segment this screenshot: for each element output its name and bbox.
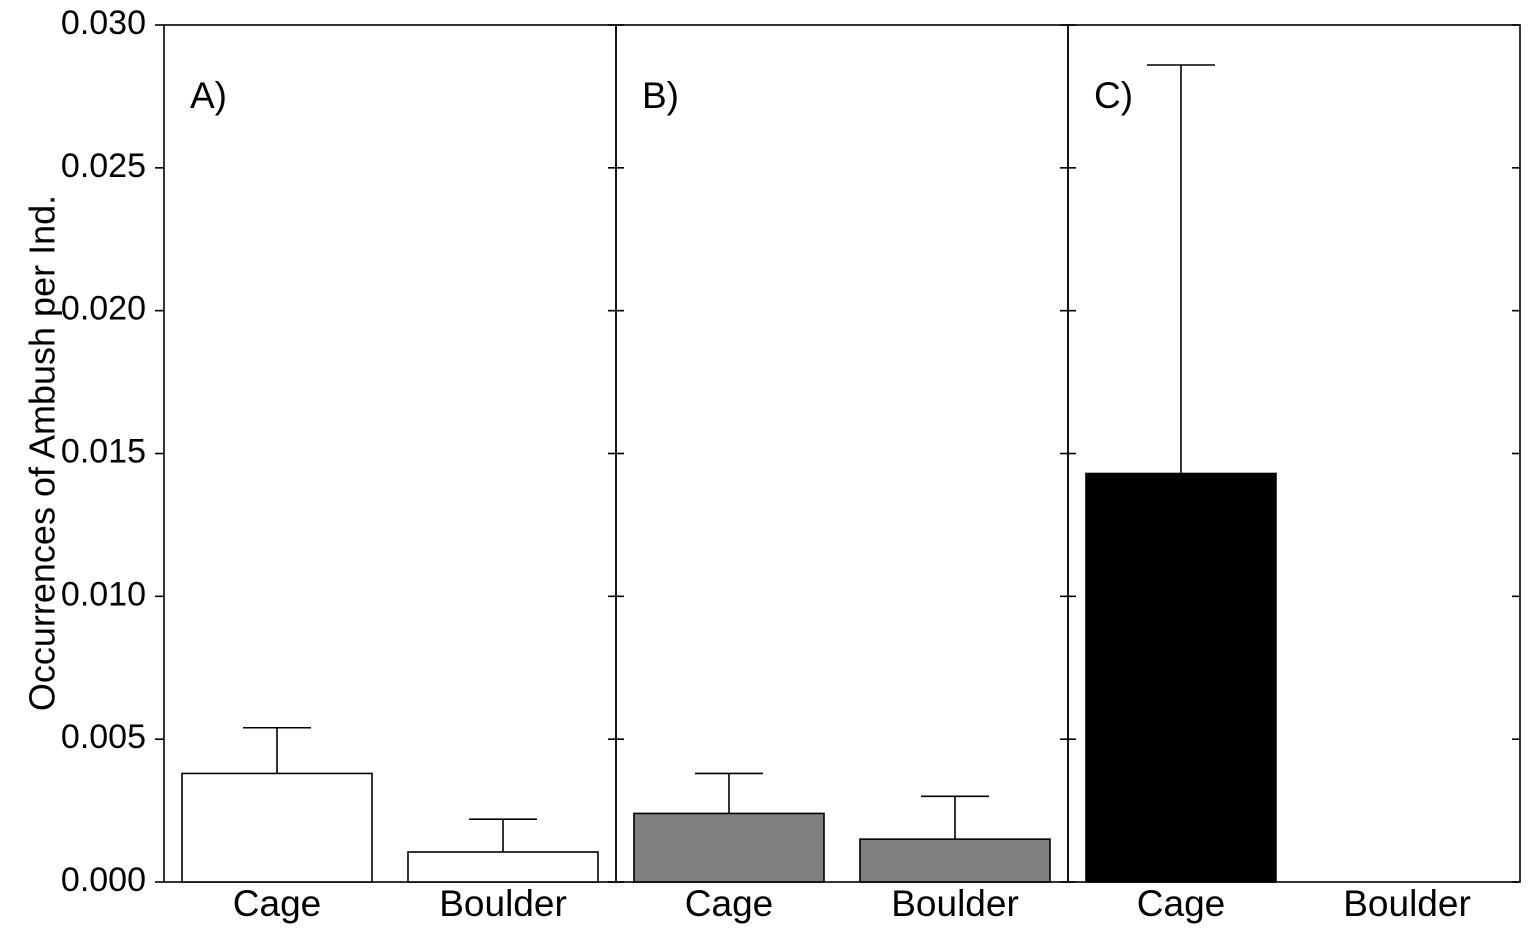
y-tick-label: 0.015 [61, 432, 146, 470]
category-label: Boulder [1343, 883, 1471, 924]
y-tick-label: 0.020 [61, 290, 146, 328]
category-label: Boulder [891, 883, 1019, 924]
category-label: Cage [685, 883, 773, 924]
bar [633, 812, 825, 883]
panel-label: A) [190, 75, 227, 116]
panel-a: A) Cage Boulder [155, 24, 617, 924]
panel-c: C) Cage Boulder [1067, 24, 1521, 924]
y-tick-label: 0.000 [61, 861, 146, 899]
y-tick-label: 0.025 [61, 147, 146, 185]
bar [859, 838, 1051, 883]
category-label: Boulder [439, 883, 567, 924]
panel-b: B) Cage Boulder [615, 24, 1069, 924]
y-axis-title-group: Occurrences of Ambush per Ind. [22, 195, 63, 711]
bar [407, 851, 599, 883]
y-tick-label: 0.005 [61, 718, 146, 756]
panel-frame [615, 24, 1069, 883]
y-axis-title: Occurrences of Ambush per Ind. [22, 195, 63, 711]
panel-frame [163, 24, 617, 883]
bar [1085, 472, 1277, 883]
panel-label: C) [1094, 75, 1133, 116]
y-tick-label: 0.030 [61, 4, 146, 42]
category-label: Cage [233, 883, 321, 924]
y-tick-label: 0.010 [61, 575, 146, 613]
category-label: Cage [1137, 883, 1225, 924]
panel-label: B) [642, 75, 679, 116]
bar [181, 772, 373, 883]
y-axis-ticks: 0.000 0.005 0.010 0.015 0.020 0.025 0.030 [61, 4, 146, 899]
chart-panels: A) Cage Boulder B) Cage Boulder C) Cage Boulder [155, 24, 1521, 924]
